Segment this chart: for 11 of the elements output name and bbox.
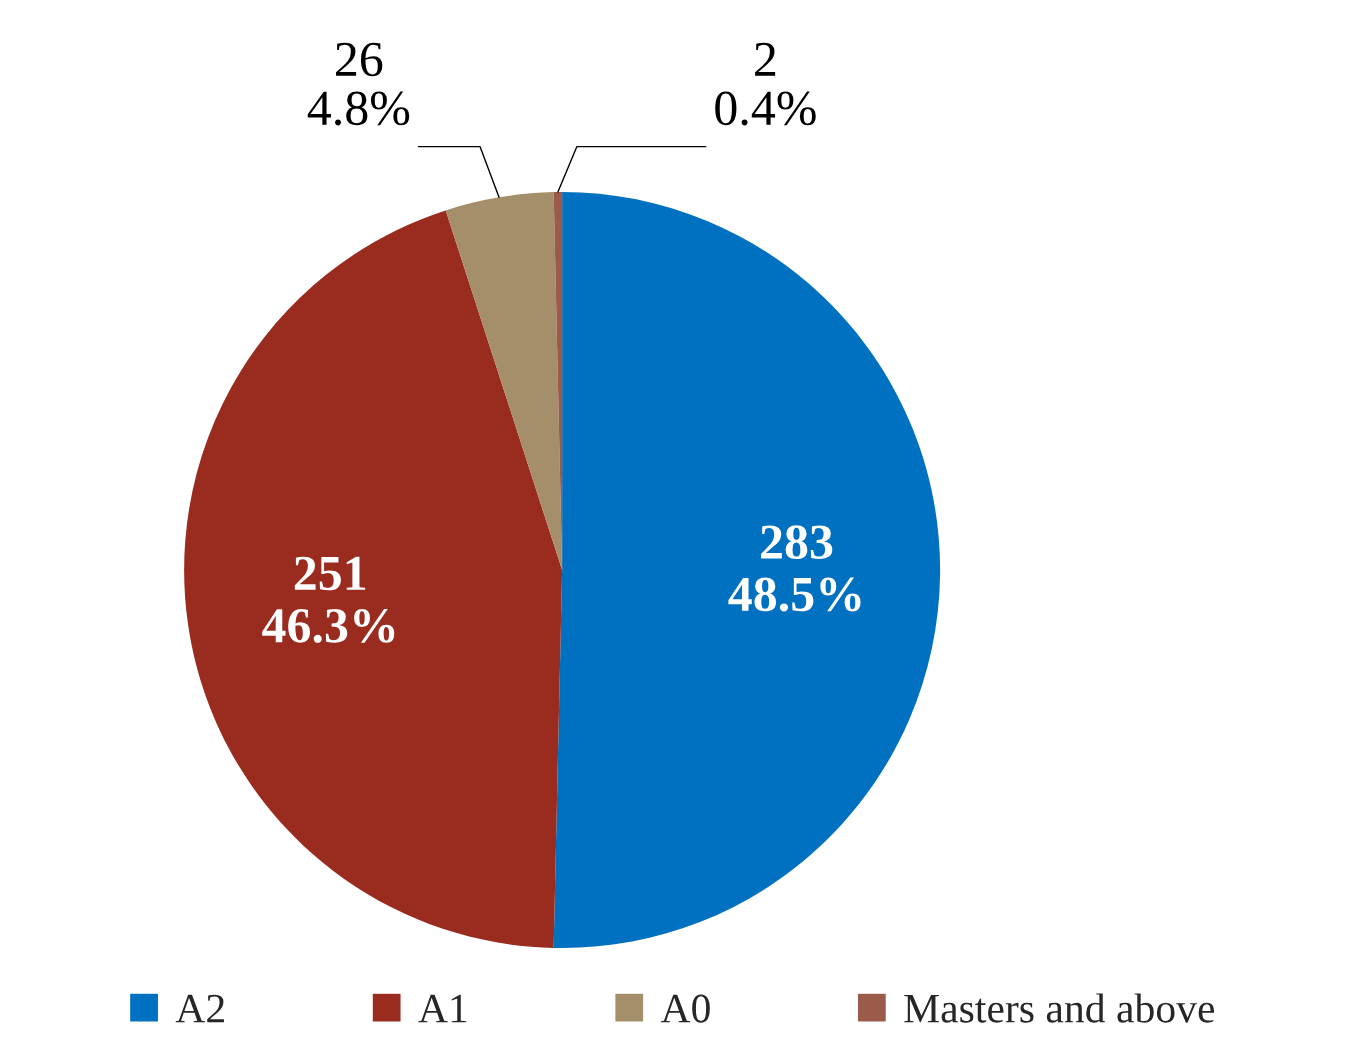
data-label: 251 46.3% [262,556,395,643]
data-label: 26 4.8% [307,42,410,126]
legend-label: A0 [660,994,710,1023]
pie-slice [184,210,563,948]
legend-label: A1 [418,994,467,1023]
pie-slice [445,192,563,571]
data-label: 283 48.5% [728,525,861,612]
pie-slice [553,192,941,949]
legend-label: Masters and above [904,993,1215,1023]
data-label: 2 0.4% [715,42,816,126]
legend-label: A2 [175,994,224,1023]
